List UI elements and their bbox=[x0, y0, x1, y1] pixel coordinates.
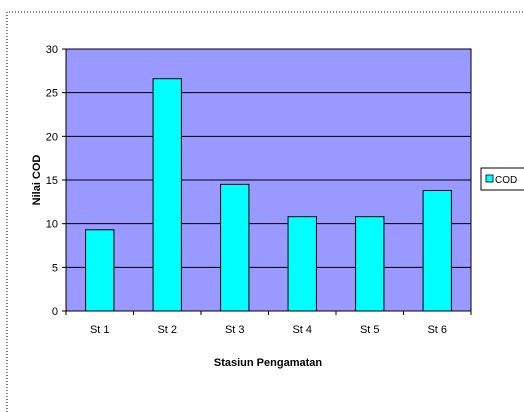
bar-st-5 bbox=[355, 216, 385, 312]
legend-label-cod: COD bbox=[495, 175, 517, 186]
x-axis: St 1 St 2 St 3 St 4 St 5 St 6 bbox=[65, 311, 472, 336]
chart-frame-border bbox=[6, 11, 524, 412]
gridlines bbox=[66, 92, 471, 268]
y-tick-label-15: 15 bbox=[46, 175, 58, 187]
legend-swatch-cod bbox=[485, 174, 494, 183]
bar-st-3 bbox=[220, 183, 250, 312]
y-tick-label-30: 30 bbox=[46, 44, 58, 56]
bar-st-2 bbox=[152, 78, 182, 312]
y-axis-title: Nilai COD bbox=[31, 155, 43, 206]
y-tick-label-10: 10 bbox=[46, 219, 58, 231]
x-axis-title: Stasiun Pengamatan bbox=[214, 357, 322, 369]
bar-st-1 bbox=[85, 229, 115, 312]
x-tick-label-st-3: St 3 bbox=[225, 324, 245, 336]
legend-box bbox=[480, 167, 524, 191]
bars bbox=[85, 78, 452, 312]
x-tick-label-st-6: St 6 bbox=[427, 324, 447, 336]
y-tick-label-0: 0 bbox=[52, 306, 58, 318]
x-tick-label-st-1: St 1 bbox=[90, 324, 110, 336]
legend: COD bbox=[480, 167, 524, 191]
y-tick-label-25: 25 bbox=[46, 88, 58, 100]
bar-st-4 bbox=[287, 216, 317, 312]
x-tick-label-st-4: St 4 bbox=[292, 324, 312, 336]
x-tick-label-st-2: St 2 bbox=[157, 324, 177, 336]
x-tick-label-st-5: St 5 bbox=[360, 324, 380, 336]
bar-st-6 bbox=[422, 189, 452, 312]
y-tick-label-5: 5 bbox=[52, 262, 58, 274]
y-axis: 0 5 10 15 20 25 30 bbox=[46, 44, 66, 318]
y-tick-label-20: 20 bbox=[46, 131, 58, 143]
